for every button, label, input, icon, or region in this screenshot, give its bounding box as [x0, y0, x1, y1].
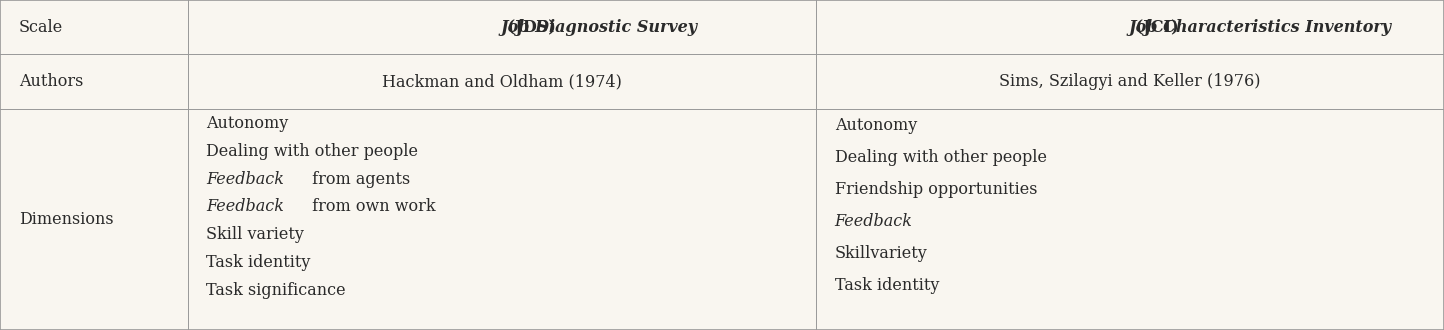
Text: Scale: Scale: [19, 19, 64, 36]
Text: (JCI): (JCI): [1131, 19, 1178, 36]
Text: Feedback: Feedback: [206, 198, 284, 215]
Text: Skillvariety: Skillvariety: [835, 245, 927, 262]
Text: Task identity: Task identity: [206, 254, 310, 271]
Text: Feedback: Feedback: [206, 171, 284, 188]
Text: Friendship opportunities: Friendship opportunities: [835, 181, 1037, 198]
Text: Skill variety: Skill variety: [206, 226, 305, 243]
Text: Job Diagnostic Survey: Job Diagnostic Survey: [501, 19, 697, 36]
Text: Dimensions: Dimensions: [19, 211, 114, 228]
Text: Job Characteristics Inventory: Job Characteristics Inventory: [1129, 19, 1392, 36]
Text: Sims, Szilagyi and Keller (1976): Sims, Szilagyi and Keller (1976): [999, 73, 1261, 90]
Text: Authors: Authors: [19, 73, 84, 90]
Text: (JDS): (JDS): [503, 19, 556, 36]
Text: from own work: from own work: [308, 198, 436, 215]
Text: Feedback: Feedback: [835, 213, 913, 230]
Text: Autonomy: Autonomy: [206, 115, 289, 132]
Text: Dealing with other people: Dealing with other people: [206, 143, 419, 160]
Text: Task significance: Task significance: [206, 281, 347, 299]
Text: from agents: from agents: [308, 171, 410, 188]
Text: Task identity: Task identity: [835, 277, 939, 293]
Text: Hackman and Oldham (1974): Hackman and Oldham (1974): [381, 73, 622, 90]
Text: Dealing with other people: Dealing with other people: [835, 148, 1047, 166]
Text: Autonomy: Autonomy: [835, 116, 917, 134]
